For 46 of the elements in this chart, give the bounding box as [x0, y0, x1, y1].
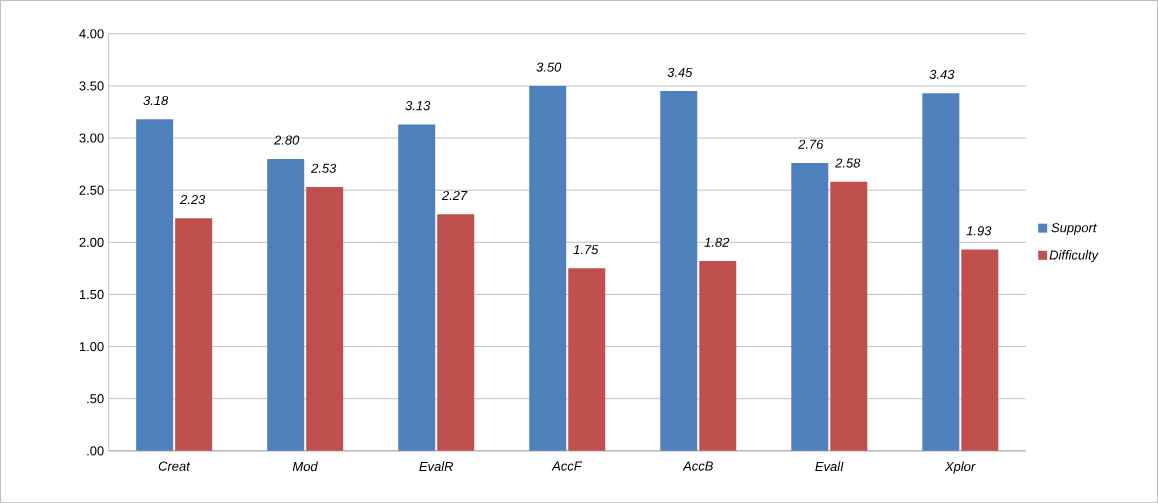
data-label: 3.13 — [405, 101, 431, 111]
x-tick-label: Xplor — [944, 461, 976, 474]
data-label: 2.58 — [835, 158, 861, 168]
bar — [529, 85, 567, 451]
data-label: 3.43 — [929, 69, 955, 80]
bar — [830, 181, 868, 451]
data-label: 3.45 — [667, 67, 693, 77]
bar — [699, 261, 737, 451]
bar — [437, 214, 475, 451]
y-tick-label: 1.50 — [79, 289, 104, 300]
data-label: 3.50 — [536, 62, 562, 72]
y-tick-label: 2.00 — [79, 237, 104, 247]
y-tick-label: 1.00 — [79, 342, 104, 352]
y-tick-label: 4.00 — [79, 29, 104, 39]
data-label: 1.82 — [704, 237, 730, 247]
bar — [922, 93, 960, 451]
data-label: 1.93 — [966, 226, 992, 236]
legend-label: Difficulty — [1049, 250, 1099, 263]
bar — [660, 91, 698, 451]
bar — [961, 249, 999, 451]
bar — [791, 163, 829, 451]
bar — [568, 268, 606, 451]
y-tick-label: 3.50 — [79, 81, 104, 91]
bar — [306, 187, 344, 451]
bar — [175, 218, 213, 451]
y-tick-label: 2.50 — [79, 185, 104, 195]
data-label: 3.18 — [143, 95, 169, 106]
y-tick-label: 3.00 — [79, 133, 104, 143]
bar — [136, 119, 174, 451]
data-label: 2.76 — [798, 139, 824, 149]
y-tick-label: .00 — [87, 446, 104, 456]
x-tick-label: EvalI — [815, 461, 844, 472]
x-tick-label: Creat — [158, 461, 191, 471]
x-tick-label: EvalR — [419, 461, 454, 472]
legend-label: Support — [1051, 223, 1097, 235]
bar — [267, 158, 305, 451]
data-label: 2.80 — [274, 135, 300, 145]
bar — [398, 124, 436, 451]
x-tick-label: AccB — [682, 461, 713, 471]
data-label: 2.23 — [179, 195, 206, 205]
x-tick-label: Mod — [292, 461, 318, 472]
data-label: 1.75 — [573, 245, 599, 255]
data-label: 2.27 — [441, 190, 468, 201]
x-tick-label: AccF — [551, 461, 583, 471]
y-tick-label: .50 — [87, 394, 104, 404]
data-label: 2.53 — [311, 163, 337, 173]
